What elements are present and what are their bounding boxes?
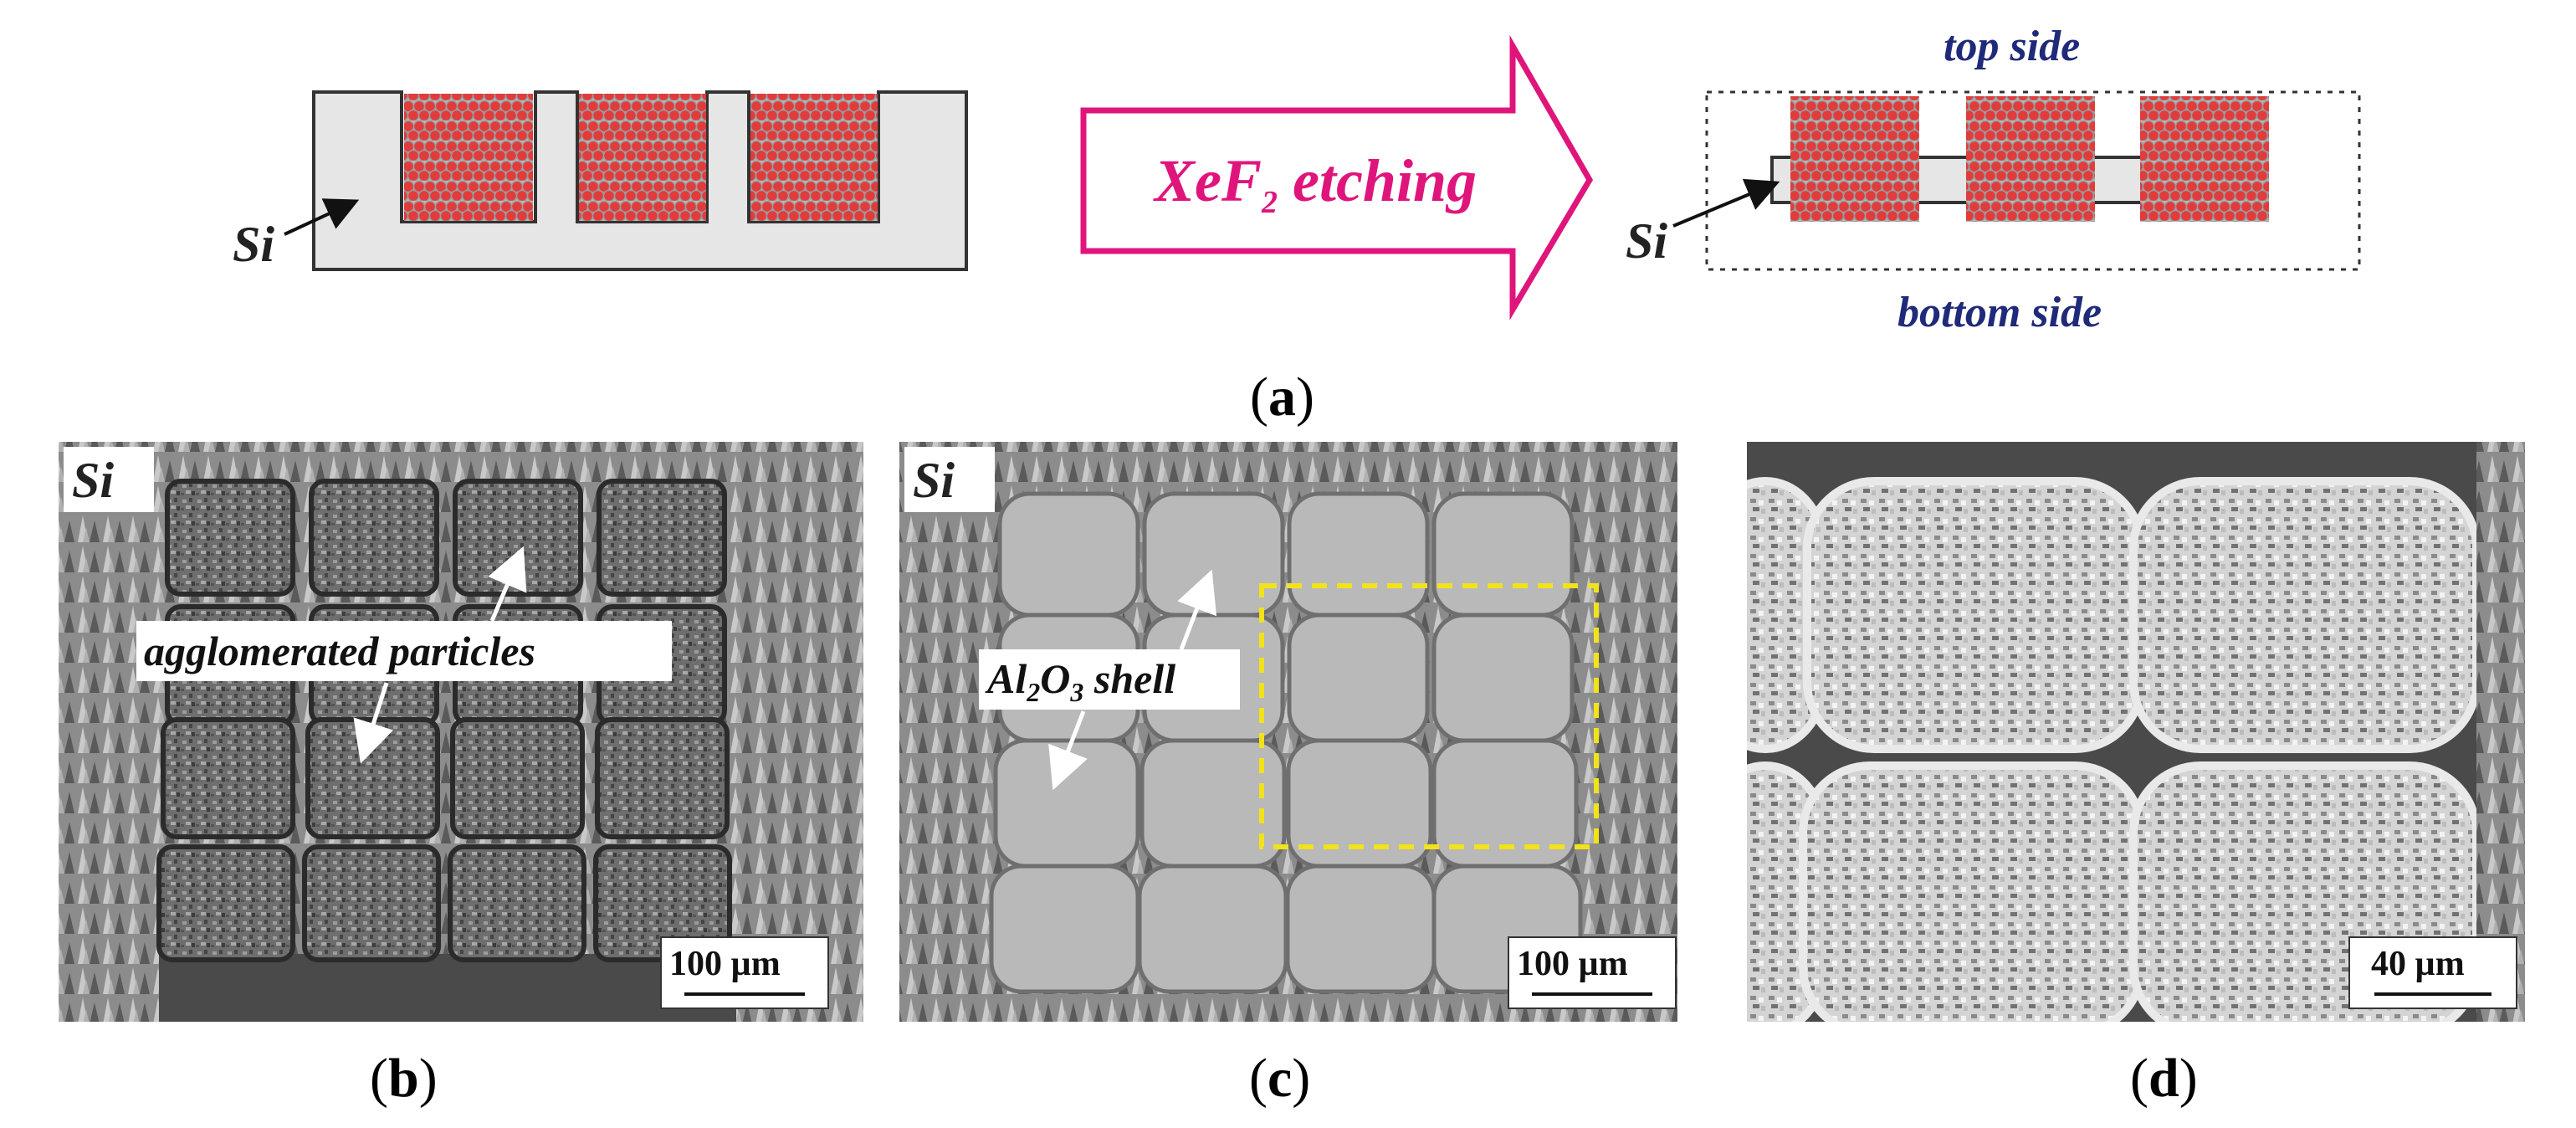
shell-grid-c <box>989 491 1583 994</box>
pillar-b <box>156 844 295 962</box>
shell-d <box>1803 477 2146 753</box>
scale-box-b <box>660 936 829 1009</box>
pillar-b <box>448 844 586 962</box>
shell-closeup-d <box>1703 477 2481 1038</box>
si-pointer-left <box>284 198 360 236</box>
caption-c: (c) <box>1249 1048 1310 1109</box>
panel-a: Si XeF2 etching Si top side bottom side … <box>233 23 2361 428</box>
pillar-b <box>165 479 295 597</box>
particle-block-left-2 <box>579 94 706 221</box>
panel-b: Si agglomerated particles 100 µm (b) <box>59 442 863 1109</box>
xef2-etching-label: XeF2 etching <box>1153 147 1477 220</box>
scale-label-b: 100 µm <box>669 945 781 983</box>
caption-b: (b) <box>370 1048 438 1109</box>
si-substrate-left <box>312 90 968 271</box>
annotation-pointer-b-up <box>488 546 527 622</box>
si-label-b: Si <box>72 453 114 508</box>
particle-block-left-3 <box>750 94 878 221</box>
panel-d-spike-edge <box>2476 442 2525 1022</box>
particle-block-right-3 <box>2140 96 2269 222</box>
si-pointer-right <box>1672 178 1780 228</box>
particle-block-left-1 <box>404 94 533 221</box>
scale-label-c: 100 µm <box>1517 945 1628 983</box>
al2o3-shell-label: Al2O3 shell <box>985 655 1175 707</box>
annotation-pointer-b-down <box>353 682 394 764</box>
pillar-b <box>161 717 295 839</box>
particle-block-right-2 <box>1966 96 2095 222</box>
pillar-b <box>453 479 583 597</box>
shell-c <box>1137 864 1288 994</box>
annotation-box-c <box>979 649 1240 710</box>
shell-c <box>997 491 1140 618</box>
si-label-box-b <box>64 447 154 512</box>
panel-d-mask-left <box>1698 442 1747 1036</box>
scale-label-d: 40 µm <box>2371 945 2465 983</box>
annotation-box-b <box>136 621 672 681</box>
panel-d-mask-bottom <box>1698 1022 2535 1038</box>
agglomerated-particles-label: agglomerated particles <box>144 628 535 674</box>
pillar-b <box>309 479 439 597</box>
top-side-label: top side <box>1944 23 2080 70</box>
caption-d: (d) <box>2130 1048 2198 1109</box>
scale-box-d <box>2348 936 2517 1009</box>
panel-c: Si Al2O3 shell 100 µm (c) <box>899 442 1677 1109</box>
pillar-b <box>597 479 727 597</box>
magnified-region-box <box>1259 583 1599 849</box>
shell-c <box>1287 491 1430 618</box>
particle-block-right-1 <box>1790 96 1919 222</box>
si-label-right: Si <box>1626 213 1667 269</box>
xef2-etching-arrow <box>1080 34 1594 320</box>
original-substrate-outline <box>1705 90 2361 271</box>
shell-c <box>1431 491 1575 618</box>
pillar-b <box>305 717 440 839</box>
shell-c <box>1431 613 1575 743</box>
panel-d: 40 µm (d) <box>1698 442 2558 1109</box>
shell-c <box>1287 613 1430 743</box>
particle-grid-b <box>156 479 732 962</box>
shell-d <box>2129 477 2481 753</box>
shell-c <box>1285 864 1437 994</box>
shell-c <box>989 864 1140 994</box>
sem-b-base <box>159 954 736 1022</box>
shell-d <box>1799 761 2146 1038</box>
si-label-c: Si <box>913 453 955 508</box>
pillar-b <box>302 844 441 962</box>
si-label-left: Si <box>233 217 274 272</box>
panel-d-mask-right <box>2525 442 2558 1036</box>
caption-a: (a) <box>1250 367 1314 428</box>
annotation-pointer-c-down <box>1048 710 1088 791</box>
pillar-b <box>595 717 730 839</box>
scale-box-c <box>1508 936 1677 1009</box>
annotation-pointer-c-up <box>1177 569 1217 650</box>
pillar-b <box>450 717 585 839</box>
si-label-box-c <box>904 447 995 512</box>
bottom-side-label: bottom side <box>1897 289 2102 336</box>
